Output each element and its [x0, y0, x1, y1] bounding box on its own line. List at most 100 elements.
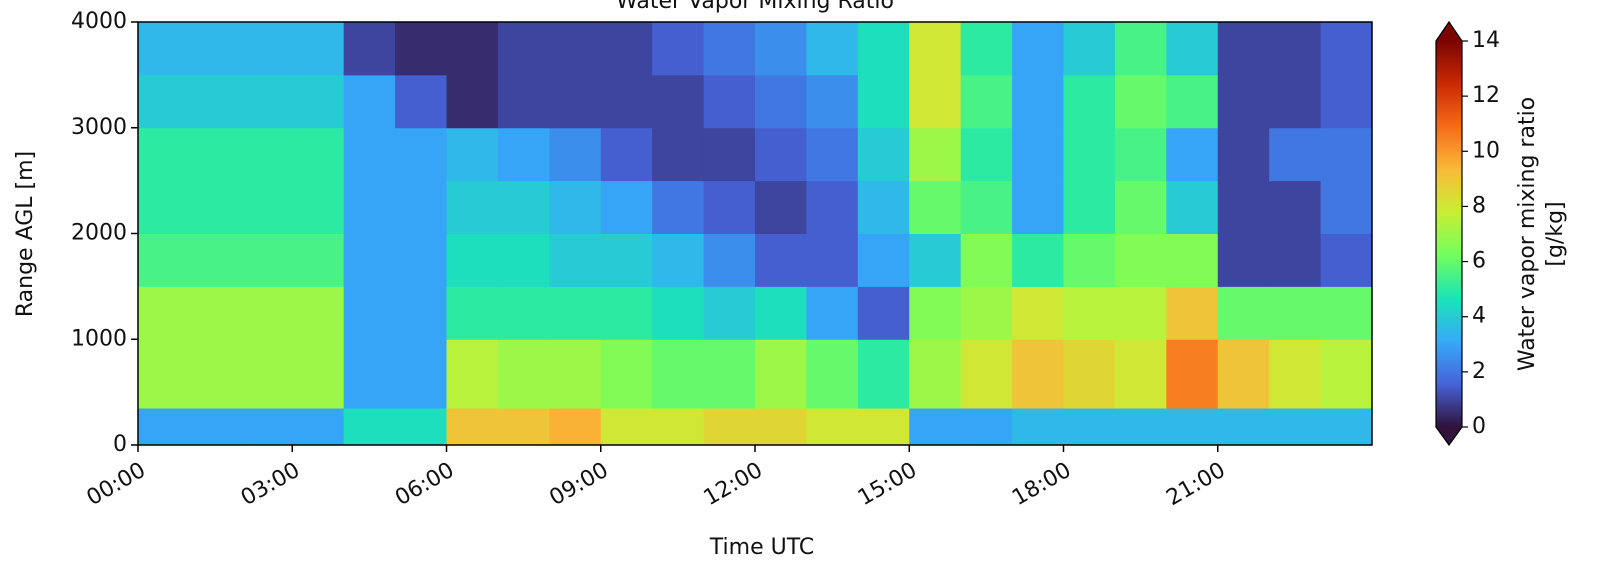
- heatmap-cell: [652, 180, 705, 234]
- heatmap-cell: [446, 180, 499, 234]
- heatmap-cell: [549, 22, 602, 76]
- heatmap-cell: [1114, 127, 1167, 182]
- heatmap-cell: [1217, 180, 1270, 234]
- colorbar-tick-label: 2: [1472, 359, 1486, 384]
- heatmap-cell: [189, 233, 242, 287]
- heatmap-cell: [549, 74, 602, 129]
- colorbar-tick-label: 12: [1472, 83, 1500, 108]
- heatmap-cell: [138, 22, 190, 76]
- heatmap-cell: [343, 180, 396, 234]
- heatmap-cell: [549, 233, 602, 287]
- heatmap-cell: [1269, 22, 1322, 76]
- heatmap-cell: [1166, 233, 1219, 287]
- heatmap-cell: [1012, 127, 1064, 182]
- x-tick-label: 15:00: [854, 458, 921, 511]
- heatmap-cell: [806, 407, 859, 446]
- heatmap-cell: [138, 339, 190, 409]
- heatmap-cell: [600, 286, 653, 340]
- heatmap-cell: [343, 339, 396, 409]
- heatmap-cell: [446, 22, 499, 76]
- heatmap-cell: [446, 127, 499, 182]
- heatmap-cell: [1114, 286, 1167, 340]
- colorbar-label: Water vapor mixing ratio: [1515, 97, 1540, 371]
- heatmap-cell: [909, 407, 962, 446]
- heatmap-cell: [1217, 286, 1270, 340]
- heatmap-cell: [755, 339, 807, 409]
- heatmap-cell: [1320, 286, 1373, 340]
- heatmap-cell: [909, 233, 962, 287]
- heatmap-cell: [497, 127, 550, 182]
- x-tick-label: 06:00: [391, 458, 458, 511]
- heatmap-cell: [189, 22, 242, 76]
- heatmap-cell: [549, 180, 602, 234]
- heatmap-cell: [292, 286, 345, 340]
- y-tick-label: 1000: [71, 326, 127, 351]
- colorbar-label: [g/kg]: [1543, 201, 1568, 266]
- heatmap-cell: [343, 74, 396, 129]
- heatmap-cell: [1320, 22, 1373, 76]
- colorbar-extend-max: [1436, 22, 1462, 41]
- heatmap-cell: [1166, 286, 1219, 340]
- x-tick-label: 03:00: [237, 458, 304, 511]
- heatmap-cell: [652, 339, 705, 409]
- heatmap-cell: [806, 233, 859, 287]
- heatmap-cell: [1320, 339, 1373, 409]
- heatmap-cell: [909, 180, 962, 234]
- heatmap-cell: [806, 180, 859, 234]
- heatmap-cell: [1063, 407, 1116, 446]
- colorbar: [1436, 41, 1462, 427]
- heatmap-cell: [1166, 407, 1219, 446]
- heatmap-cell: [446, 286, 499, 340]
- heatmap-cell: [446, 407, 499, 446]
- heatmap-cell: [1269, 127, 1322, 182]
- y-tick-label: 3000: [71, 115, 127, 140]
- heatmap-cell: [395, 74, 447, 129]
- heatmap-cell: [189, 127, 242, 182]
- heatmap-cell: [1012, 286, 1064, 340]
- heatmap-cell: [549, 339, 602, 409]
- heatmap-cell: [857, 233, 910, 287]
- heatmap-cell: [240, 74, 293, 129]
- heatmap-cell: [806, 74, 859, 129]
- heatmap-cell: [960, 407, 1013, 446]
- heatmap-cell: [1320, 74, 1373, 129]
- heatmap-cell: [1114, 22, 1167, 76]
- heatmap-cell: [1217, 407, 1270, 446]
- heatmap-cell: [1166, 74, 1219, 129]
- heatmap-cell: [343, 286, 396, 340]
- heatmap-cell: [189, 180, 242, 234]
- heatmap-cell: [189, 74, 242, 129]
- heatmap-cell: [600, 74, 653, 129]
- heatmap-cell: [343, 127, 396, 182]
- heatmap-cell: [703, 339, 756, 409]
- colorbar-tick-label: 8: [1472, 193, 1486, 218]
- heatmap-cell: [1114, 233, 1167, 287]
- heatmap-cell: [1063, 286, 1116, 340]
- x-tick-label: 12:00: [700, 458, 767, 511]
- heatmap-cell: [909, 127, 962, 182]
- heatmap-cell: [1063, 339, 1116, 409]
- heatmap-cell: [1320, 127, 1373, 182]
- heatmap-cell: [1012, 339, 1064, 409]
- heatmap-cell: [1063, 127, 1116, 182]
- heatmap-cell: [1166, 22, 1219, 76]
- heatmap-cell: [446, 74, 499, 129]
- heatmap-cell: [960, 233, 1013, 287]
- heatmap-cell: [960, 74, 1013, 129]
- y-tick-label: 2000: [71, 221, 127, 246]
- heatmap-cell: [909, 74, 962, 129]
- heatmap-cell: [240, 180, 293, 234]
- heatmap-cell: [497, 74, 550, 129]
- heatmap-cell: [292, 22, 345, 76]
- heatmap-cell: [857, 339, 910, 409]
- heatmap-cell: [600, 22, 653, 76]
- heatmap-cell: [1269, 339, 1322, 409]
- heatmap-cell: [1114, 180, 1167, 234]
- heatmap-cell: [1114, 74, 1167, 129]
- heatmap-cell: [755, 22, 807, 76]
- y-tick-label: 0: [113, 432, 127, 457]
- heatmap-cell: [1166, 180, 1219, 234]
- heatmap-cell: [343, 22, 396, 76]
- heatmap-cell: [703, 407, 756, 446]
- heatmap-cell: [1320, 180, 1373, 234]
